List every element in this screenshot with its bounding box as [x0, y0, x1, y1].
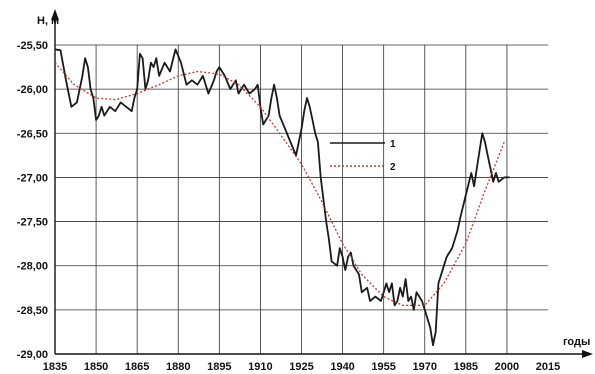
x-tick-label-1880: 1880 — [166, 361, 190, 373]
y-tick-label-7: -29,00 — [17, 349, 48, 361]
y-axis-arrow — [51, 9, 59, 20]
x-tick-label-1850: 1850 — [84, 361, 108, 373]
series-line-1 — [54, 48, 510, 347]
x-tick-label-1985: 1985 — [454, 361, 478, 373]
series-line-2 — [54, 62, 505, 307]
x-tick-label-2015: 2015 — [536, 361, 560, 373]
y-tick-label-5: -28,00 — [17, 261, 48, 273]
y-tick-label-1: -26,00 — [17, 84, 48, 96]
legend-label-1: 1 — [390, 139, 396, 150]
x-tick-label-1910: 1910 — [248, 361, 272, 373]
y-tick-label-6: -28,50 — [17, 305, 48, 317]
x-tick-label-2000: 2000 — [495, 361, 519, 373]
y-tick-label-3: -27,00 — [17, 172, 48, 184]
legend-label-2: 2 — [390, 162, 396, 173]
x-tick-label-1970: 1970 — [413, 361, 437, 373]
y-tick-label-2: -26,50 — [17, 128, 48, 140]
x-tick-label-1925: 1925 — [289, 361, 313, 373]
tick-labels: 1835 1850 1865 1880 1895 1910 1925 1940 1955 1970… — [17, 40, 560, 373]
chart-legend: 12 — [330, 139, 396, 173]
chart-axes — [51, 9, 593, 358]
x-tick-label-1895: 1895 — [207, 361, 231, 373]
x-tick-label-1955: 1955 — [371, 361, 395, 373]
x-axis-arrow — [582, 350, 593, 358]
y-axis-label: H, м — [37, 15, 59, 27]
chart-series — [54, 48, 510, 347]
y-tick-label-0: -25,50 — [17, 40, 48, 52]
x-tick-label-1835: 1835 — [43, 361, 67, 373]
x-tick-label-1865: 1865 — [125, 361, 149, 373]
chart-grid — [55, 44, 548, 354]
y-tick-label-4: -27,50 — [17, 217, 48, 229]
x-tick-label-1940: 1940 — [330, 361, 354, 373]
x-axis-label: годы — [563, 336, 590, 348]
